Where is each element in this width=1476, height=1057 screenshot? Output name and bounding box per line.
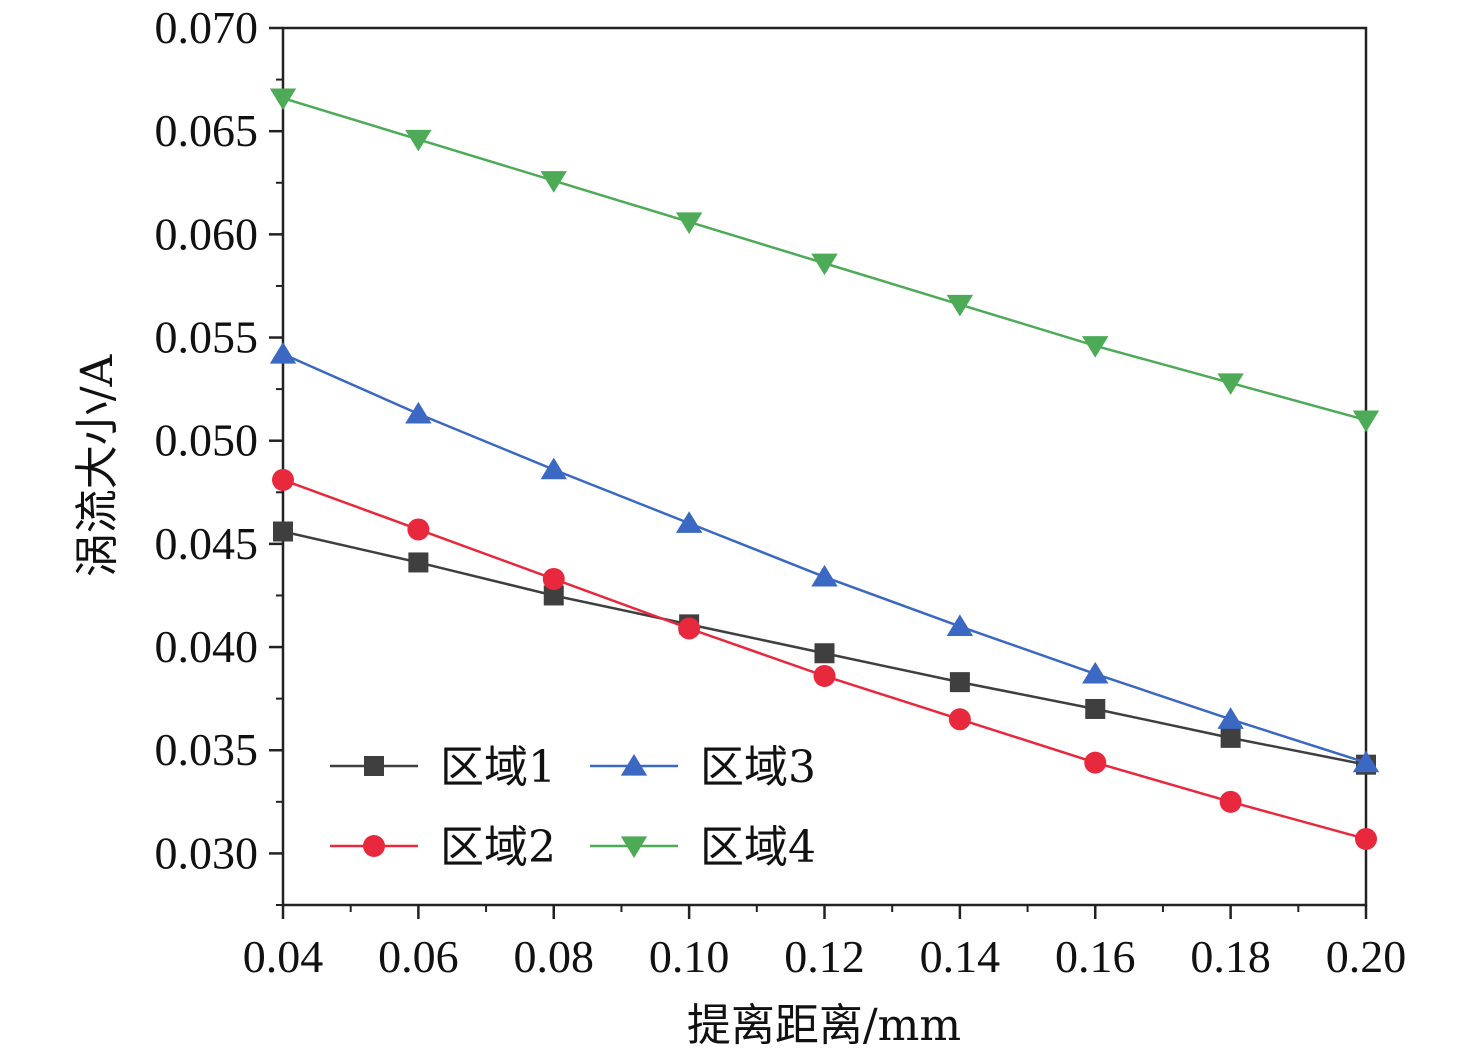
data-point [1085,698,1106,719]
x-tick-label: 0.04 [243,931,324,982]
series-line [282,352,1367,764]
data-point [814,643,835,664]
data-point [1220,727,1241,748]
legend-label: 区域3 [700,742,816,793]
axis-ticks: 0.04 0.06 0.08 0.10 0.12 0.14 0.16 0.18 0.20 0.03… [155,2,1407,982]
legend-item: 区域2 [330,822,556,873]
data-point [269,342,297,364]
legend-item: 区域1 [330,742,556,793]
x-tick-label: 0.14 [920,931,1001,982]
data-point [1082,661,1109,684]
x-tick-label: 0.18 [1190,931,1271,982]
data-point [405,401,432,424]
series-layer [269,88,1380,850]
y-axis-label: 涡流大小/A [72,353,123,577]
y-tick-label: 0.030 [155,827,259,878]
y-tick-label: 0.065 [155,105,259,156]
data-point [543,585,564,606]
data-point [1217,707,1244,729]
data-point [1352,750,1380,773]
data-point [675,212,703,234]
data-point [1219,790,1242,813]
data-point [272,468,294,491]
legend-label: 区域2 [440,822,556,873]
y-tick-label: 0.040 [155,621,259,672]
data-point [273,521,293,542]
data-point [811,564,838,587]
series-4 [269,88,1380,433]
data-point [540,457,567,480]
legend-marker [363,835,385,857]
x-tick-label: 0.16 [1055,931,1136,982]
data-point [1217,373,1244,395]
y-tick-label: 0.045 [155,518,259,569]
data-point [1084,751,1107,774]
legend-marker [620,836,648,858]
y-tick-label: 0.035 [155,724,259,775]
data-point [948,708,971,731]
data-point [1355,827,1377,850]
legend-label: 区域4 [700,822,816,873]
legend-marker [364,756,384,776]
data-point [1352,410,1380,433]
series-3 [269,342,1380,773]
data-point [269,88,297,111]
data-point [407,518,430,541]
x-tick-label: 0.06 [378,931,459,982]
data-point [949,672,970,693]
series-2 [272,468,1377,850]
data-point [408,552,429,573]
data-point [811,253,838,276]
data-point [678,617,701,640]
x-tick-label: 0.12 [784,931,865,982]
data-point [946,614,974,637]
data-point [542,567,565,590]
legend-label: 区域1 [440,742,556,793]
x-tick-label: 0.10 [649,931,730,982]
y-tick-label: 0.050 [155,415,259,466]
legend-marker [620,754,648,776]
y-tick-label: 0.070 [155,2,259,53]
y-tick-label: 0.055 [155,312,259,363]
x-tick-label: 0.20 [1326,931,1407,982]
series-1 [273,521,1376,775]
data-point [675,511,703,533]
legend-item: 区域3 [590,742,816,793]
data-point [405,129,432,152]
data-point [946,294,974,317]
x-tick-label: 0.08 [514,931,595,982]
y-tick-label: 0.060 [155,208,259,259]
legend-item: 区域4 [590,822,816,873]
data-point [540,171,567,193]
data-point [1082,336,1109,358]
data-point [813,664,836,687]
legend: 区域1 区域2 区域3 区域4 [330,742,816,873]
x-axis-label: 提离距离/mm [687,1000,961,1051]
